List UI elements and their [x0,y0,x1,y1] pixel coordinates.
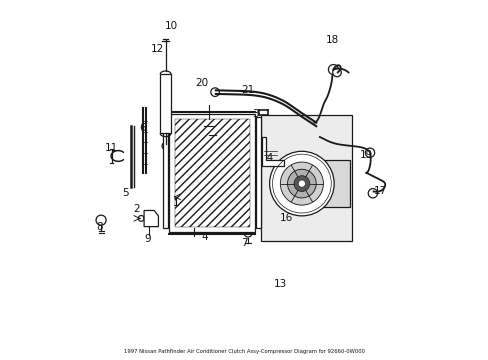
Text: 4: 4 [202,232,208,242]
Circle shape [328,64,338,75]
Circle shape [287,169,316,198]
Text: 10: 10 [164,21,177,31]
Text: 2: 2 [133,204,139,214]
Text: 3: 3 [251,109,258,119]
Circle shape [207,127,216,135]
Text: 1997 Nissan Pathfinder Air Conditioner Clutch Assy-Compressor Diagram for 92660-: 1997 Nissan Pathfinder Air Conditioner C… [124,349,364,354]
Circle shape [202,116,215,129]
Text: 21: 21 [241,85,254,95]
Circle shape [96,215,106,225]
Polygon shape [262,137,284,166]
Text: 5: 5 [122,188,128,198]
Circle shape [280,162,323,205]
Bar [163,117,168,228]
Bar [255,117,261,228]
Text: 14: 14 [261,153,274,163]
Circle shape [210,88,219,96]
Text: 15: 15 [307,193,321,203]
Circle shape [367,189,377,198]
Text: 13: 13 [273,279,286,289]
Text: 7: 7 [241,238,247,248]
Circle shape [254,198,262,206]
Text: 1: 1 [173,198,179,208]
Text: 12: 12 [151,44,164,54]
Circle shape [244,229,251,237]
Circle shape [365,148,374,157]
Polygon shape [260,116,351,241]
Circle shape [293,176,309,192]
Circle shape [138,216,144,221]
Text: 17: 17 [373,186,386,196]
Text: 19: 19 [359,150,372,160]
Bar [169,114,255,232]
Circle shape [298,180,305,187]
Text: 9: 9 [144,234,151,244]
Bar [160,74,171,134]
Text: 16: 16 [280,213,293,222]
Text: 6: 6 [139,123,145,133]
Text: 8: 8 [96,222,102,231]
Text: 20: 20 [195,78,207,88]
Circle shape [332,68,341,77]
Circle shape [162,142,169,149]
Circle shape [254,139,262,147]
Polygon shape [144,211,158,226]
Text: 18: 18 [325,35,338,45]
Text: 11: 11 [105,143,118,153]
Bar [174,119,249,226]
Bar [319,160,349,207]
Circle shape [269,151,333,216]
